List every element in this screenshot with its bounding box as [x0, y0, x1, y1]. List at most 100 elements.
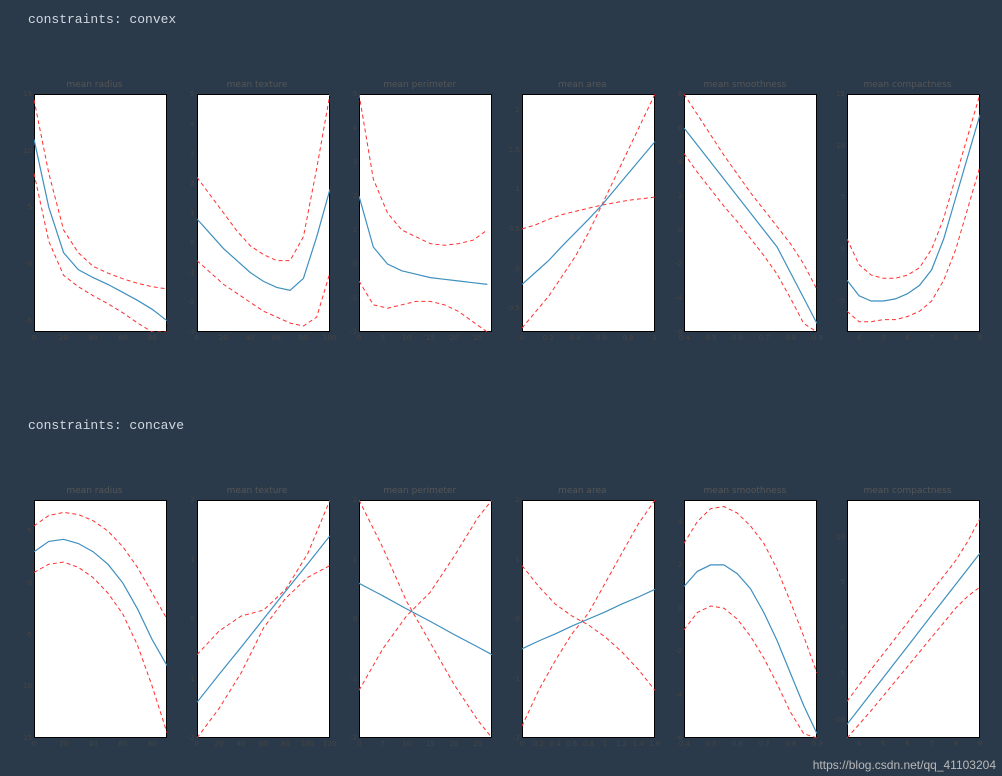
ytick: 5 [175, 90, 195, 98]
ytick: 4 [337, 124, 357, 132]
xtick: 0 [194, 740, 198, 748]
panel-title: mean radius [22, 80, 167, 90]
ytick: -2 [175, 298, 195, 306]
xtick: 10 [402, 334, 411, 342]
ytick: -15 [12, 734, 32, 742]
ytick: 2 [337, 192, 357, 200]
ytick: 0 [12, 260, 32, 268]
ytick: -4 [662, 294, 682, 302]
panel-title: mean smoothness [672, 80, 817, 90]
ytick: 2 [500, 106, 520, 114]
panel-title: mean texture [185, 486, 330, 496]
xtick: 6 [905, 334, 909, 342]
xtick: 20 [59, 334, 68, 342]
xtick: 0.8 [623, 334, 634, 342]
section-label-convex: constraints: convex [28, 12, 176, 27]
ytick: 1 [337, 556, 357, 564]
ytick: 2 [500, 496, 520, 504]
ytick: -10 [825, 716, 845, 724]
xtick: 20 [450, 334, 459, 342]
xtick: 0.6 [596, 334, 607, 342]
chart-panel: mean texture-2-1012020406080100120 [185, 490, 330, 750]
ytick: 0 [500, 265, 520, 273]
xtick: 6 [905, 740, 909, 748]
xtick: 9 [978, 334, 982, 342]
xtick: 40 [89, 334, 98, 342]
ytick: 0 [825, 245, 845, 253]
ytick: 10 [12, 147, 32, 155]
xtick: 8 [954, 740, 958, 748]
chart-lines [522, 94, 655, 332]
chart-lines [522, 500, 655, 738]
xtick: 0.6 [732, 740, 743, 748]
xtick: 0 [32, 740, 36, 748]
ytick: 5 [825, 578, 845, 586]
ytick: -2 [175, 734, 195, 742]
xtick: 25 [473, 334, 482, 342]
ytick: 6 [662, 124, 682, 132]
chart-panel: mean perimeter-2-10123450510152025 [347, 84, 492, 344]
chart-lines [847, 500, 980, 738]
ytick: 10 [825, 533, 845, 541]
chart-lines [847, 94, 980, 332]
ytick: 0 [175, 615, 195, 623]
xtick: 0 [520, 740, 524, 748]
ytick: -2 [662, 647, 682, 655]
panel-title: mean compactness [835, 486, 980, 496]
ytick: 4 [175, 120, 195, 128]
ytick: 0 [500, 615, 520, 623]
xtick: 80 [148, 740, 157, 748]
xtick: 120 [323, 740, 336, 748]
ytick: 15 [12, 90, 32, 98]
panel-title: mean area [510, 80, 655, 90]
ytick: -5 [12, 317, 32, 325]
ytick: -1 [500, 675, 520, 683]
xtick: 1.4 [633, 740, 644, 748]
xtick: 1 [653, 334, 657, 342]
xtick: 80 [148, 334, 157, 342]
ytick: 2 [662, 561, 682, 569]
xtick: 0 [32, 334, 36, 342]
ytick: 1.5 [500, 146, 520, 154]
xtick: 5 [381, 740, 385, 748]
xtick: 0.7 [759, 740, 770, 748]
xtick: 20 [214, 740, 223, 748]
ytick: 4 [662, 518, 682, 526]
xtick: 5 [881, 740, 885, 748]
ytick: 5 [12, 527, 32, 535]
xtick: 100 [301, 740, 314, 748]
chart-lines [34, 94, 167, 332]
ytick: 15 [825, 90, 845, 98]
ytick: 2 [175, 496, 195, 504]
xtick: 0.6 [566, 740, 577, 748]
panel-title: mean perimeter [347, 486, 492, 496]
chart-panel: mean compactness-10-50510456789 [835, 490, 980, 750]
xtick: 0.5 [705, 334, 716, 342]
ytick: -1 [175, 675, 195, 683]
ytick: -5 [825, 297, 845, 305]
chart-lines [684, 500, 817, 738]
xtick: 40 [89, 740, 98, 748]
xtick: 60 [118, 740, 127, 748]
ytick: 0 [337, 615, 357, 623]
xtick: 0.4 [569, 334, 580, 342]
xtick: 0.8 [785, 334, 796, 342]
ytick: -5 [12, 631, 32, 639]
ytick: 2 [175, 179, 195, 187]
xtick: 0.4 [549, 740, 560, 748]
ytick: -2 [337, 328, 357, 336]
ytick: 1 [500, 185, 520, 193]
ytick: -5 [825, 670, 845, 678]
xtick: 25 [473, 740, 482, 748]
ytick: -2 [662, 260, 682, 268]
xtick: 60 [272, 334, 281, 342]
chart-lines [359, 500, 492, 738]
xtick: 40 [245, 334, 254, 342]
watermark: https://blog.csdn.net/qq_41103204 [813, 758, 996, 772]
xtick: 0.9 [812, 740, 823, 748]
xtick: 20 [219, 334, 228, 342]
ytick: 8 [662, 90, 682, 98]
ytick: 0.5 [500, 225, 520, 233]
ytick: 0 [825, 624, 845, 632]
xtick: 0.4 [679, 334, 690, 342]
